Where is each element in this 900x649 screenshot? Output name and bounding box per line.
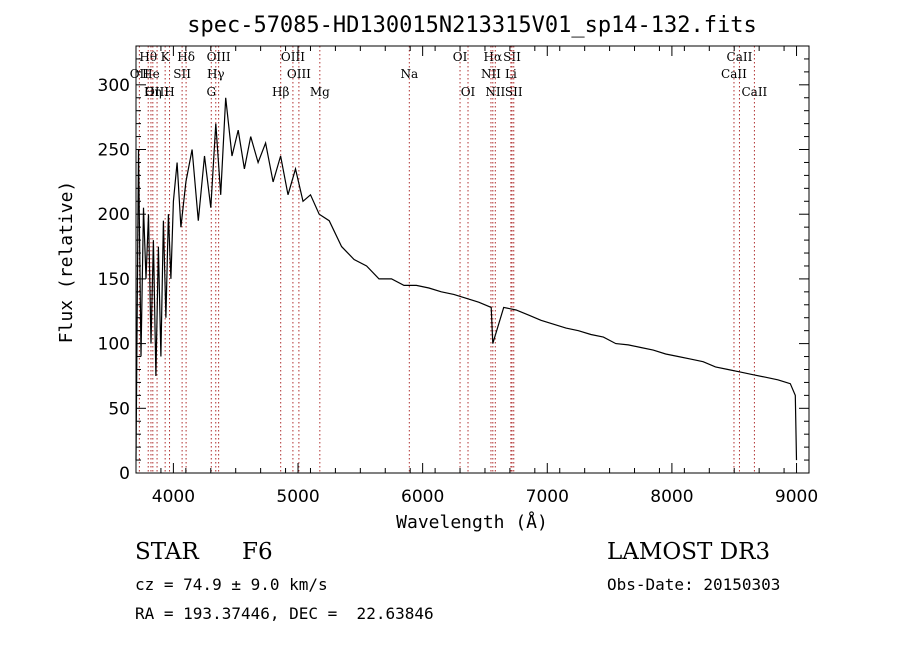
chart-title: spec-57085-HD130015N213315V01_sp14-132.f…: [187, 13, 757, 38]
x-axis: 4000 5000 6000 7000 8000 9000: [135, 46, 818, 507]
spectral-line-label: H: [164, 85, 174, 99]
spectral-line-label: Na: [400, 67, 418, 81]
spectral-line-label: SII: [505, 85, 523, 99]
spectral-line-label: Hγ: [207, 67, 225, 81]
y-tick-label: 100: [98, 335, 130, 355]
spectral-line-label: OIII: [287, 67, 311, 81]
spectral-line-label: Hα: [484, 50, 503, 64]
spectral-line-label: CaII: [727, 50, 753, 64]
observation-date: Obs-Date: 20150303: [607, 575, 781, 594]
y-axis-label: Flux (relative): [56, 181, 77, 344]
spectral-line-label: SII: [173, 67, 191, 81]
x-tick-label: 9000: [775, 487, 818, 507]
x-tick-label: 8000: [650, 487, 693, 507]
spectral-line-label: CaII: [721, 67, 747, 81]
x-tick-label: 4000: [152, 487, 195, 507]
spectral-line-label: OIII: [281, 50, 305, 64]
spectral-line-label: Hθ: [139, 50, 157, 64]
spectral-line-label: OIII: [145, 85, 169, 99]
spectral-line-label: Mg: [310, 85, 330, 99]
x-axis-label: Wavelength (Å): [396, 511, 548, 533]
redshift-velocity: cz = 74.9 ± 9.0 km/s: [135, 575, 328, 594]
y-tick-label: 0: [119, 464, 130, 484]
y-tick-label: 50: [108, 399, 130, 419]
spectral-line-label: He: [142, 67, 160, 81]
survey-name: LAMOST DR3: [607, 539, 771, 565]
spectral-line-label: Li: [505, 67, 517, 81]
spectral-subclass: F6: [242, 539, 273, 565]
object-type: STAR: [135, 539, 199, 565]
spectral-line-label: OII: [130, 67, 150, 81]
y-tick-label: 200: [98, 205, 130, 225]
spectral-line-label: Hβ: [272, 85, 289, 99]
spectral-line-label: CaII: [741, 85, 767, 99]
series-layer: [135, 97, 798, 461]
spectral-line-label: NII: [485, 85, 505, 99]
spectrum-line: [135, 97, 798, 461]
spectral-line-label: OIII: [207, 50, 231, 64]
spectral-line-label: K: [161, 50, 171, 64]
spectral-line-label: Hη: [144, 85, 162, 99]
spectral-line-label: Hδ: [177, 50, 195, 64]
x-tick-label: 6000: [401, 487, 444, 507]
spectral-line-label: OI: [453, 50, 468, 64]
y-tick-label: 300: [98, 76, 130, 96]
x-tick-label: 7000: [526, 487, 569, 507]
spectral-line-label: SII: [503, 50, 521, 64]
spectral-line-label: OI: [461, 85, 476, 99]
y-tick-label: 250: [98, 141, 130, 161]
x-tick-label: 5000: [276, 487, 319, 507]
coordinates: RA = 193.37446, DEC = 22.63846: [135, 604, 434, 623]
plot-frame: [135, 45, 810, 474]
spectral-line-label: NII: [481, 67, 501, 81]
y-axis: 0 50 100 150 200 250 300: [98, 45, 809, 484]
spectral-line-label: G: [206, 85, 216, 99]
y-tick-label: 150: [98, 270, 130, 290]
